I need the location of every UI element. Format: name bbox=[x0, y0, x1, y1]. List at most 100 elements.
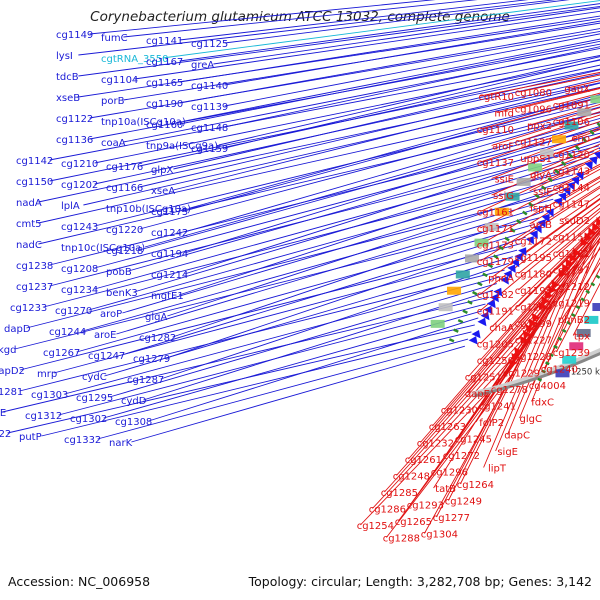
reverse-gene-arrow bbox=[538, 301, 547, 311]
tick-mark bbox=[561, 328, 567, 333]
gene-label: cg1173 bbox=[477, 241, 514, 252]
reverse-gene-arrow bbox=[508, 358, 518, 368]
label-connector bbox=[49, 145, 600, 287]
label-connector bbox=[519, 237, 595, 419]
forward-gene-arrow bbox=[514, 252, 523, 262]
gene-label: porB bbox=[101, 96, 125, 107]
gene-label: lipT bbox=[488, 464, 507, 475]
gene-label: fdxC bbox=[531, 398, 554, 409]
gene-label: cg1197 bbox=[553, 266, 590, 277]
label-connector bbox=[518, 187, 600, 241]
gene-label: cg1243 bbox=[61, 222, 98, 233]
label-connector bbox=[88, 174, 574, 311]
feature-block bbox=[438, 303, 453, 312]
tick-mark bbox=[482, 272, 488, 278]
label-connector bbox=[41, 331, 472, 437]
gene-label: cg1242 bbox=[151, 228, 188, 239]
forward-gene-arrow bbox=[529, 230, 538, 239]
label-connector bbox=[78, 0, 557, 56]
tick-mark bbox=[545, 361, 550, 366]
gene-label: cg1281 bbox=[0, 387, 23, 398]
label-connector bbox=[480, 120, 600, 163]
gene-label: glyA bbox=[530, 171, 552, 182]
forward-gene-arrow bbox=[593, 151, 600, 159]
gene-label: cg1144 bbox=[553, 183, 590, 194]
label-connector bbox=[529, 180, 600, 225]
label-connector bbox=[224, 33, 600, 107]
forward-gene-arrow bbox=[566, 181, 575, 191]
gene-label: mrp bbox=[37, 369, 57, 380]
gene-label: cg1160 bbox=[146, 120, 183, 131]
gene-label: kgd bbox=[0, 345, 17, 356]
gene-label: cg1199 bbox=[515, 319, 552, 330]
gene-label: cg1287 bbox=[127, 375, 164, 386]
gene-label: aroF bbox=[492, 142, 514, 153]
label-connector bbox=[94, 101, 600, 227]
gene-label: cg1194 bbox=[151, 249, 188, 260]
label-connector bbox=[19, 243, 522, 371]
tick-mark bbox=[585, 289, 591, 294]
label-connector bbox=[179, 0, 529, 41]
gene-label: ssiF bbox=[533, 187, 552, 198]
gene-label: cg1220 bbox=[106, 225, 143, 236]
label-connector bbox=[139, 64, 600, 167]
gene-label: benK3 bbox=[106, 288, 138, 299]
gene-label: cg1175 bbox=[151, 207, 188, 218]
label-connector bbox=[432, 248, 586, 427]
forward-gene-arrow bbox=[541, 213, 550, 223]
gene-label: cg1296 bbox=[431, 468, 468, 479]
gene-label: cg1293 bbox=[407, 501, 444, 512]
label-connector bbox=[43, 168, 579, 308]
gene-label: cydC bbox=[82, 372, 107, 383]
forward-gene-arrow bbox=[490, 293, 499, 303]
reverse-gene-arrow bbox=[541, 296, 551, 305]
reverse-gene-arrow bbox=[548, 285, 557, 294]
gene-label: ppx2 bbox=[527, 121, 552, 132]
reverse-gene-arrow bbox=[519, 335, 529, 345]
label-connector bbox=[148, 317, 479, 422]
gene-label: cg1238 bbox=[16, 261, 53, 272]
label-connector bbox=[143, 289, 494, 401]
forward-gene-arrow bbox=[503, 270, 513, 279]
feature-block bbox=[447, 286, 462, 295]
tick-mark bbox=[462, 309, 468, 315]
gene-label: cgtRNA_3550 bbox=[101, 54, 169, 65]
label-connector bbox=[89, 0, 436, 35]
tick-mark bbox=[472, 290, 478, 296]
tick-mark bbox=[553, 344, 558, 349]
label-connector bbox=[97, 338, 469, 440]
feature-block bbox=[539, 149, 554, 158]
tick-mark bbox=[596, 122, 600, 128]
reverse-gene-arrow bbox=[573, 247, 582, 257]
feature-block bbox=[562, 355, 577, 364]
gene-label: cg1240 bbox=[541, 365, 578, 376]
gene-label: lplA bbox=[61, 201, 80, 212]
gene-label: cg1091 bbox=[553, 101, 590, 112]
gene-label: cg1127 bbox=[515, 138, 552, 149]
label-connector bbox=[518, 207, 600, 274]
gene-label: cg1167 bbox=[146, 57, 183, 68]
tick-mark bbox=[467, 300, 473, 305]
gene-label: cg1302 bbox=[70, 414, 107, 425]
gene-label: cg1214 bbox=[151, 270, 188, 281]
label-connector bbox=[444, 232, 599, 410]
reverse-gene-arrow bbox=[565, 258, 574, 267]
label-connector bbox=[38, 96, 600, 224]
forward-gene-arrow bbox=[537, 219, 546, 228]
gene-label: cg1322 bbox=[0, 429, 11, 440]
tick-mark bbox=[547, 177, 553, 183]
gene-label: cg1277 bbox=[433, 513, 470, 524]
forward-gene-arrow bbox=[553, 197, 563, 207]
label-connector bbox=[103, 310, 482, 419]
label-connector bbox=[82, 198, 554, 332]
forward-gene-arrow bbox=[500, 276, 509, 285]
forward-gene-arrow bbox=[518, 247, 527, 256]
gene-label: ssiG bbox=[493, 191, 514, 202]
label-connector bbox=[179, 3, 600, 62]
label-connector bbox=[49, 55, 600, 161]
label-connector bbox=[38, 112, 600, 245]
reverse-gene-arrow bbox=[584, 232, 593, 241]
gene-label: cg1218 bbox=[106, 246, 143, 257]
label-connector bbox=[89, 43, 600, 140]
gene-label: tdcB bbox=[56, 72, 79, 83]
